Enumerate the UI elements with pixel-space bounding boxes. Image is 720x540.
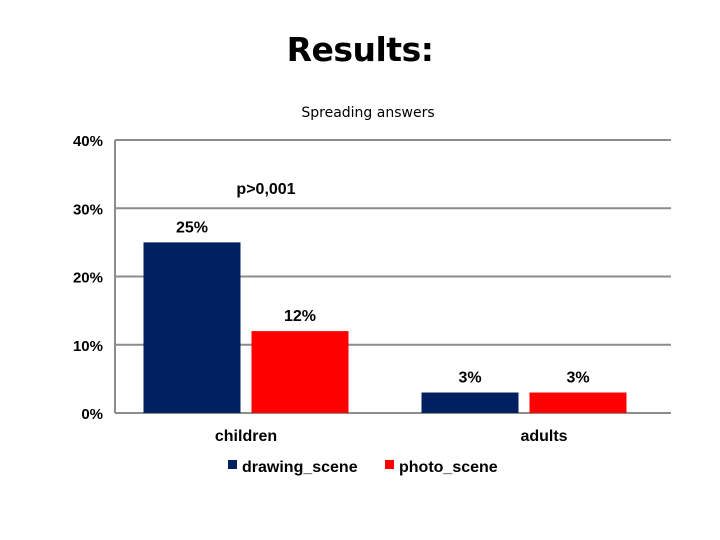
y-tick-label: 0% xyxy=(81,406,103,423)
y-tick-label: 20% xyxy=(73,270,103,287)
data-label: 25% xyxy=(176,219,208,236)
legend-swatch-photo_scene xyxy=(385,460,394,469)
annotation: p>0,001 xyxy=(236,181,295,198)
y-tick-label: 40% xyxy=(73,133,103,150)
page-title: Results: xyxy=(286,30,434,69)
x-tick-label: adults xyxy=(520,428,567,445)
bar-drawing_scene-adults xyxy=(421,392,519,413)
y-tick-label: 30% xyxy=(73,201,103,218)
legend-label-drawing_scene: drawing_scene xyxy=(242,459,358,476)
bar-photo_scene-children xyxy=(251,331,349,413)
bar-photo_scene-adults xyxy=(529,392,627,413)
data-label: 3% xyxy=(566,370,589,387)
legend-label-photo_scene: photo_scene xyxy=(399,459,498,476)
data-label: 12% xyxy=(284,308,316,325)
chart-title: Spreading answers xyxy=(301,105,434,121)
legend-swatch-drawing_scene xyxy=(228,460,237,469)
data-label: 3% xyxy=(458,370,481,387)
y-tick-label: 10% xyxy=(73,338,103,355)
x-tick-label: children xyxy=(215,428,277,445)
bar-drawing_scene-children xyxy=(143,242,241,413)
